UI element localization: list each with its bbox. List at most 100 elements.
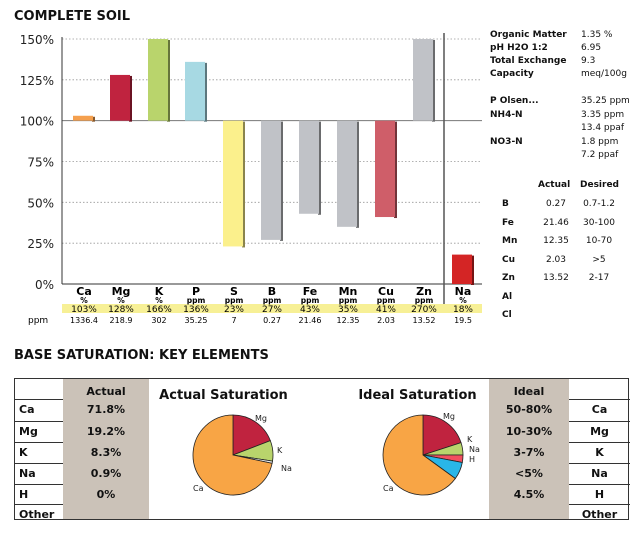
ppm-value: 218.9 [110,316,133,325]
row-element-left: K [19,446,28,459]
micro-element: Cu [502,254,516,265]
pie-slice-mg [422,414,462,456]
row-divider [15,463,63,464]
bar-fe [299,120,319,214]
micro-desired: 2-17 [588,273,610,283]
row-element-left: Mg [19,425,38,438]
row-divider [569,463,630,464]
ppm-value: 35.25 [185,316,208,325]
row-element-right: Ca [591,403,608,416]
y-tick-label: 50% [27,196,54,210]
row-element-left: Other [19,508,55,521]
row-ideal-value: 10-30% [505,425,553,438]
soil-info-row: 13.4 ppaf [490,123,630,137]
micro-header: Actual Desired [500,180,630,198]
soil-info-value: 1.35 % [581,30,613,40]
soil-info-row: Organic Matter 1.35 % [490,30,630,44]
row-actual-value: 19.2% [86,425,126,438]
micro-row: Fe 21.46 30-100 [500,218,630,236]
soil-info-label: NO3-N [490,137,523,147]
bar-shadow [432,40,435,122]
row-actual-value: 0% [96,488,116,501]
soil-info-row: Total Exchange 9.3 [490,56,630,70]
pie-label: K [467,435,473,444]
actual-saturation-title: Actual Saturation [159,388,288,403]
soil-info-value: 35.25 ppm [581,96,630,106]
micro-actual: 0.27 [545,199,567,209]
ppm-value: 12.35 [337,316,360,325]
pie-label: Ca [383,484,394,493]
micro-row: Cl [500,310,630,328]
soil-info-value: 9.3 [581,56,596,66]
soil-bar-chart: 0%25%50%75%100%125%150%Ca%103%1336.4Mg%1… [20,33,482,326]
bar-shadow [356,121,359,228]
soil-info-value: 6.95 [581,43,602,53]
unit-label: % [459,296,467,305]
unit-label: % [155,296,163,305]
micro-desired: 0.7-1.2 [583,199,615,209]
row-element-right: K [595,446,604,459]
soil-info-value: 3.35 ppm [581,110,625,120]
pie-label: Mg [443,412,455,421]
pie-label: K [277,446,283,455]
category-label: Fe [303,285,318,298]
row-element-right: H [594,488,605,501]
micro-header-actual: Actual [538,180,571,190]
soil-info-label: Capacity [490,69,534,79]
soil-info-row: NO3-N 1.8 ppm [490,137,630,151]
ppm-value: 7 [231,316,236,325]
ppm-value: 0.27 [263,316,281,325]
value-label: 18% [453,305,473,315]
row-actual-value: 71.8% [86,403,126,416]
unit-label: % [117,296,125,305]
row-divider [569,399,630,400]
ppm-value: 2.03 [377,316,395,325]
micro-actual: 21.46 [543,217,569,228]
row-divider [15,442,63,443]
row-ideal-value: <5% [515,467,543,480]
soil-info-label: pH H2O 1:2 [490,43,548,53]
y-tick-label: 0% [35,278,54,292]
pie-slice-mg [232,414,271,456]
unit-label: ppm [339,296,358,305]
micro-row: Al [500,292,630,310]
bar-mn [337,120,357,227]
micro-header-desired: Desired [580,180,620,190]
value-label: 270% [411,305,437,315]
pie-label: Na [469,445,480,454]
y-tick-label: 100% [20,115,54,129]
bar-shadow [204,62,207,122]
soil-info-value: 13.4 ppaf [581,123,625,133]
soil-info-row: P Olsen... 35.25 ppm [490,96,630,110]
row-element-left: Na [19,467,36,480]
soil-info-value: 7.2 ppaf [581,150,619,160]
bar-ca [73,115,93,121]
bar-shadow [167,40,170,122]
y-tick-label: 150% [20,33,54,47]
unit-label: ppm [187,296,206,305]
row-element-right: Mg [590,425,609,438]
bar-s [223,120,243,247]
category-label: Cu [378,285,394,298]
ppm-row-label: ppm [28,316,48,326]
value-label: 27% [262,305,282,315]
row-ideal-value: 4.5% [513,488,545,501]
soil-info-label: Organic Matter [490,30,567,40]
value-label: 23% [224,305,244,315]
value-highlight-band [62,304,482,313]
y-tick-label: 125% [20,74,54,88]
bar-b [261,120,281,240]
row-divider [15,504,63,505]
unit-label: ppm [263,296,282,305]
actual-header: Actual [86,385,126,398]
pie-label: Ca [193,484,204,493]
unit-label: ppm [377,296,396,305]
row-divider [15,399,63,400]
ideal-header: Ideal [513,385,545,398]
soil-info-label: Total Exchange [490,56,567,66]
row-ideal-value: 3-7% [513,446,545,459]
bar-shadow [129,75,132,122]
value-label: 166% [146,305,172,315]
micro-desired: >5 [592,254,606,265]
